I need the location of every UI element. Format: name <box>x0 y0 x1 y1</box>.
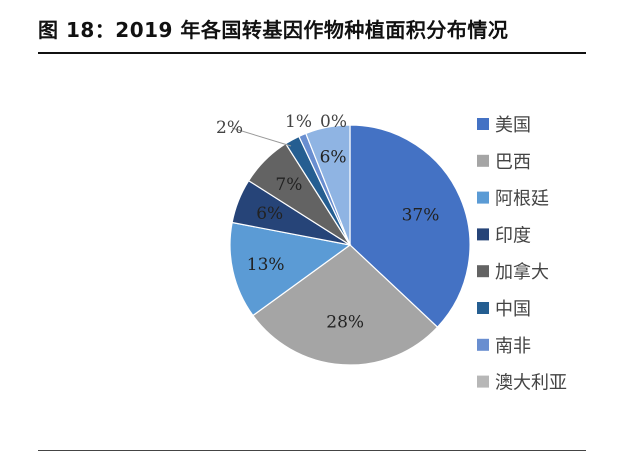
title-divider <box>38 52 586 54</box>
bottom-divider <box>38 450 586 451</box>
legend-swatch-7 <box>477 375 489 388</box>
pie-slice-0 <box>349 124 471 328</box>
page-title: 图 18：2019 年各国转基因作物种植面积分布情况 <box>38 18 509 42</box>
legend-label-4: 加拿大 <box>495 261 549 283</box>
legend-swatch-2 <box>477 191 489 204</box>
legend-label-6: 南非 <box>495 336 531 357</box>
slice-label-0: 37% <box>402 206 440 226</box>
legend-label-2: 阿根廷 <box>495 189 549 210</box>
slice-label-8: 6% <box>320 148 347 168</box>
legend-swatch-6 <box>477 338 489 351</box>
legend-label-7: 澳大利亚 <box>495 373 567 394</box>
legend-label-3: 印度 <box>495 225 531 246</box>
slice-label-1: 28% <box>326 313 364 333</box>
slice-label-4: 7% <box>275 175 302 195</box>
pie-slices <box>229 124 471 366</box>
legend-label-5: 中国 <box>495 299 531 320</box>
slice-label-6: 1% <box>285 112 312 132</box>
slice-label-3: 6% <box>256 204 283 224</box>
pie-slice-2 <box>229 221 352 317</box>
legend-label-1: 巴西 <box>495 152 531 173</box>
pie-slice-labels: 37% 28% 13% 6% 7% 2% 1% 0% 6% <box>216 112 439 333</box>
slice-label-2: 13% <box>247 255 285 275</box>
leader-line-5 <box>231 127 292 147</box>
legend-swatch-3 <box>477 228 489 241</box>
slice-label-5: 2% <box>216 118 243 138</box>
legend-swatch-4 <box>477 265 489 278</box>
slice-label-7: 0% <box>320 112 347 132</box>
legend-swatch-5 <box>477 302 489 314</box>
pie-slice-1 <box>252 244 439 366</box>
pie-slice-8 <box>305 124 351 246</box>
legend-swatch-1 <box>477 154 489 167</box>
legend-swatch-0 <box>477 118 489 130</box>
legend-label-0: 美国 <box>495 115 531 136</box>
